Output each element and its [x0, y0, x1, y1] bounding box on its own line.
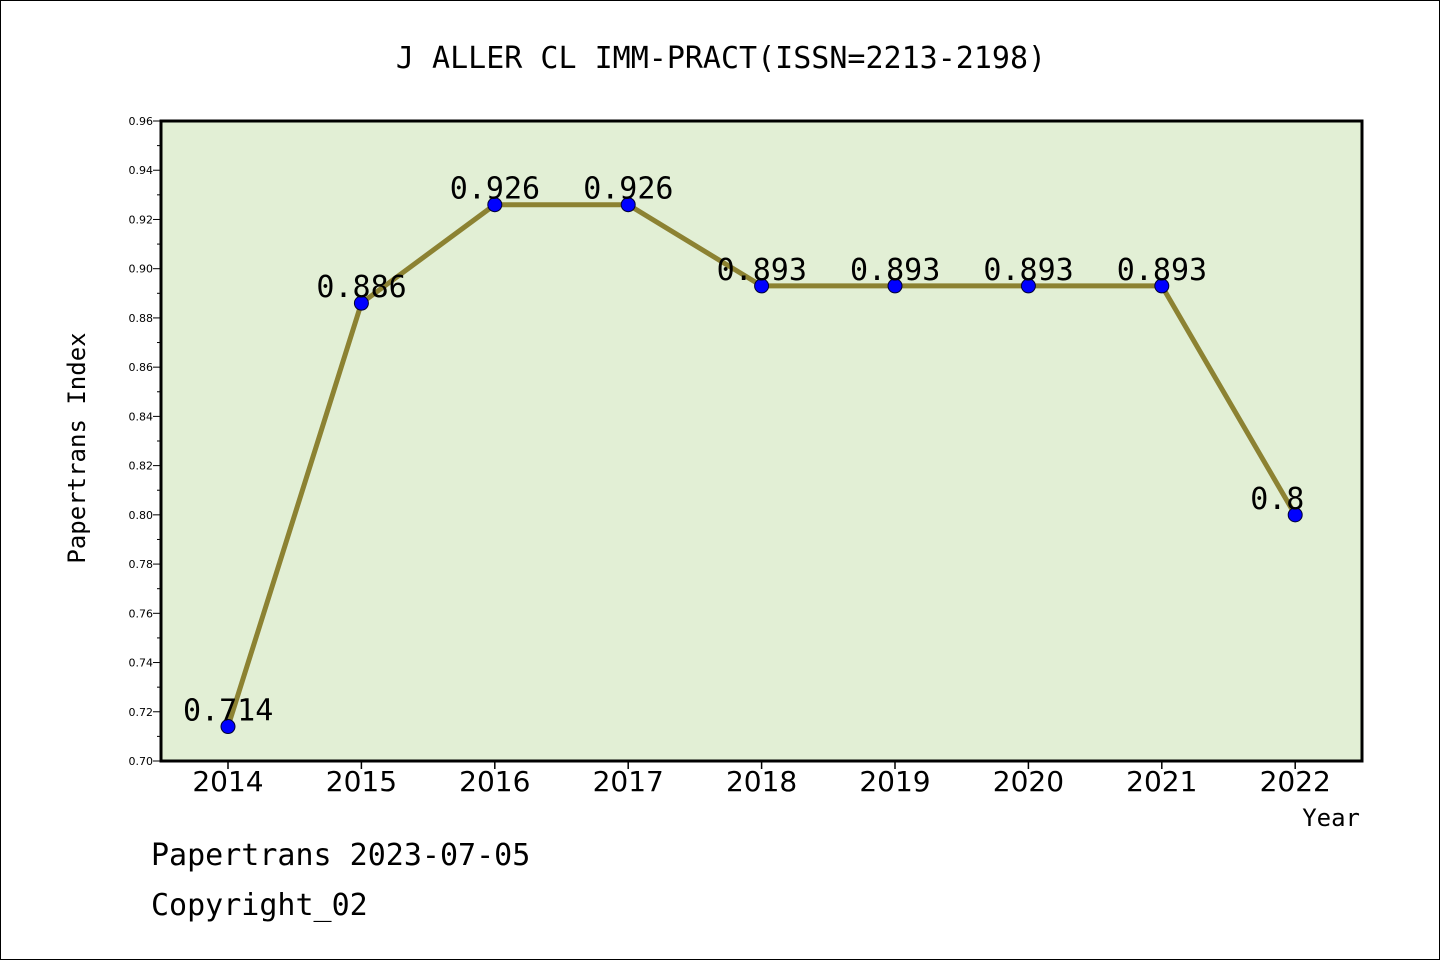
y-tick-label: 0.90 — [129, 263, 154, 276]
y-tick-label: 0.78 — [129, 558, 154, 571]
data-label: 0.893 — [717, 253, 807, 288]
series-group — [220, 197, 1303, 735]
x-tick-label: 2015 — [326, 765, 397, 798]
data-label: 0.926 — [450, 172, 540, 207]
x-tick-label: 2014 — [192, 765, 263, 798]
y-tick-label: 0.84 — [129, 410, 154, 423]
y-tick-label: 0.96 — [129, 115, 154, 128]
data-labels: 0.714 0.886 0.926 0.926 0.893 0.893 0.893 0.893… — [183, 172, 1304, 729]
x-tick-label: 2020 — [993, 765, 1064, 798]
data-label: 0.886 — [316, 270, 406, 305]
x-axis: 2014 2015 2016 2017 2018 2019 2020 2021 2022 — [192, 761, 1331, 798]
y-tick-label: 0.72 — [129, 706, 154, 719]
x-tick-label: 2018 — [726, 765, 797, 798]
plot-area — [159, 119, 1364, 763]
data-point-marker — [1287, 507, 1303, 523]
data-label: 0.893 — [983, 253, 1073, 288]
footer-date-line: Papertrans 2023-07-05 — [151, 838, 530, 873]
y-tick-label: 0.86 — [129, 361, 154, 374]
data-point-marker — [887, 278, 903, 294]
data-label: 0.893 — [850, 253, 940, 288]
x-tick-label: 2022 — [1260, 765, 1331, 798]
data-point-marker — [1154, 278, 1170, 294]
y-tick-label: 0.94 — [129, 164, 154, 177]
data-point-marker — [1020, 278, 1036, 294]
footer-copyright-line: Copyright_02 — [151, 888, 368, 923]
x-tick-label: 2017 — [593, 765, 664, 798]
x-axis-title: Year — [1302, 804, 1360, 832]
y-tick-label: 0.76 — [129, 607, 154, 620]
y-tick-label: 0.70 — [129, 755, 154, 768]
y-tick-label: 0.88 — [129, 312, 154, 325]
x-tick-label: 2021 — [1126, 765, 1197, 798]
data-label: 0.714 — [183, 694, 273, 729]
data-point-marker — [487, 197, 503, 213]
data-label: 0.8 — [1250, 482, 1304, 517]
chart-title: J ALLER CL IMM-PRACT(ISSN=2213-2198) — [396, 41, 1046, 76]
y-axis: 0.70 0.72 0.74 0.76 0.78 0.80 0.82 0.84 0.86 0.88… — [129, 115, 161, 768]
data-label: 0.893 — [1117, 253, 1207, 288]
data-point-marker — [220, 719, 236, 735]
y-tick-label: 0.80 — [129, 509, 154, 522]
data-point-marker — [620, 197, 636, 213]
data-label: 0.926 — [583, 172, 673, 207]
y-tick-label: 0.74 — [129, 657, 154, 670]
data-point-marker — [353, 295, 369, 311]
y-axis-title: Papertrans Index — [63, 332, 91, 563]
x-tick-label: 2016 — [459, 765, 530, 798]
x-tick-label: 2019 — [859, 765, 930, 798]
data-point-marker — [754, 278, 770, 294]
y-tick-label: 0.92 — [129, 213, 154, 226]
y-tick-label: 0.82 — [129, 460, 154, 473]
